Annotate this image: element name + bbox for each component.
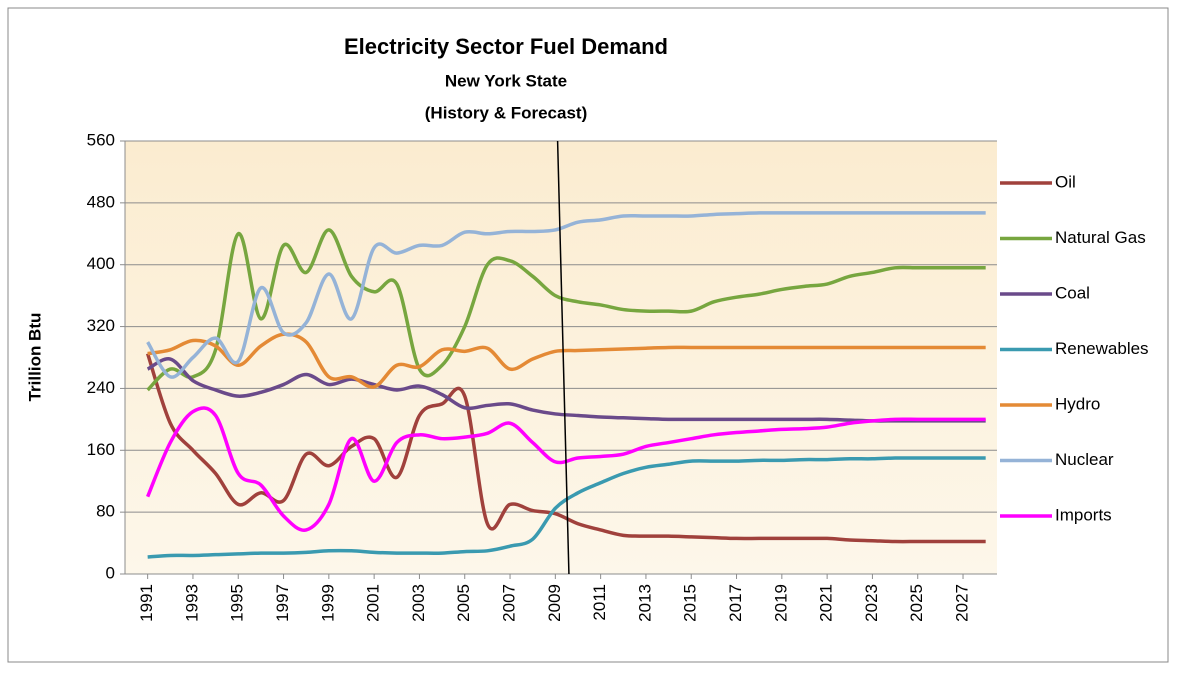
series-line xyxy=(145,353,986,544)
y-tick-label: 320 xyxy=(87,316,115,335)
x-tick-label: 2007 xyxy=(500,584,519,622)
legend-label: Natural Gas xyxy=(1055,228,1146,247)
x-tick-label: 2021 xyxy=(817,584,836,622)
y-tick-label: 160 xyxy=(87,440,115,459)
x-tick-label: 2009 xyxy=(545,584,564,622)
series-line xyxy=(146,211,986,379)
x-tick-label: 2015 xyxy=(681,584,700,622)
y-tick-label: 400 xyxy=(87,254,115,273)
x-tick-label: 2019 xyxy=(771,584,790,622)
y-tick-label: 240 xyxy=(87,378,115,397)
legend-label: Hydro xyxy=(1055,394,1100,413)
y-axis-label: Trillion Btu xyxy=(25,313,44,402)
y-tick-label: 560 xyxy=(87,130,115,149)
chart-title: Electricity Sector Fuel Demand xyxy=(344,34,668,59)
legend-label: Coal xyxy=(1055,283,1090,302)
x-tick-label: 1999 xyxy=(318,584,337,622)
series-line xyxy=(146,228,986,392)
x-tick-label: 2001 xyxy=(364,584,383,622)
x-tick-label: 2013 xyxy=(635,584,654,622)
x-tick-label: 1993 xyxy=(182,584,201,622)
legend-label: Imports xyxy=(1055,505,1112,524)
x-tick-label: 2017 xyxy=(726,584,745,622)
x-tick-label: 1997 xyxy=(273,584,292,622)
x-tick-label: 1995 xyxy=(228,584,247,622)
x-tick-label: 2003 xyxy=(409,584,428,622)
chart-subtitle: New York State xyxy=(445,71,567,90)
x-tick-label: 1991 xyxy=(137,584,156,622)
legend-label: Nuclear xyxy=(1055,450,1114,469)
x-tick-label: 2023 xyxy=(862,584,881,622)
legend-label: Oil xyxy=(1055,172,1076,191)
x-tick-label: 2025 xyxy=(907,584,926,622)
y-tick-label: 80 xyxy=(96,502,115,521)
series-line xyxy=(146,357,986,423)
x-tick-label: 2027 xyxy=(953,584,972,622)
y-tick-label: 480 xyxy=(87,192,115,211)
y-tick-label: 0 xyxy=(106,563,115,582)
x-tick-label: 2011 xyxy=(590,584,609,621)
x-tick-label: 2005 xyxy=(454,584,473,622)
chart-subtitle: (History & Forecast) xyxy=(425,103,587,122)
forecast-divider xyxy=(556,140,570,575)
plot-area xyxy=(125,141,997,574)
legend-label: Renewables xyxy=(1055,339,1149,358)
